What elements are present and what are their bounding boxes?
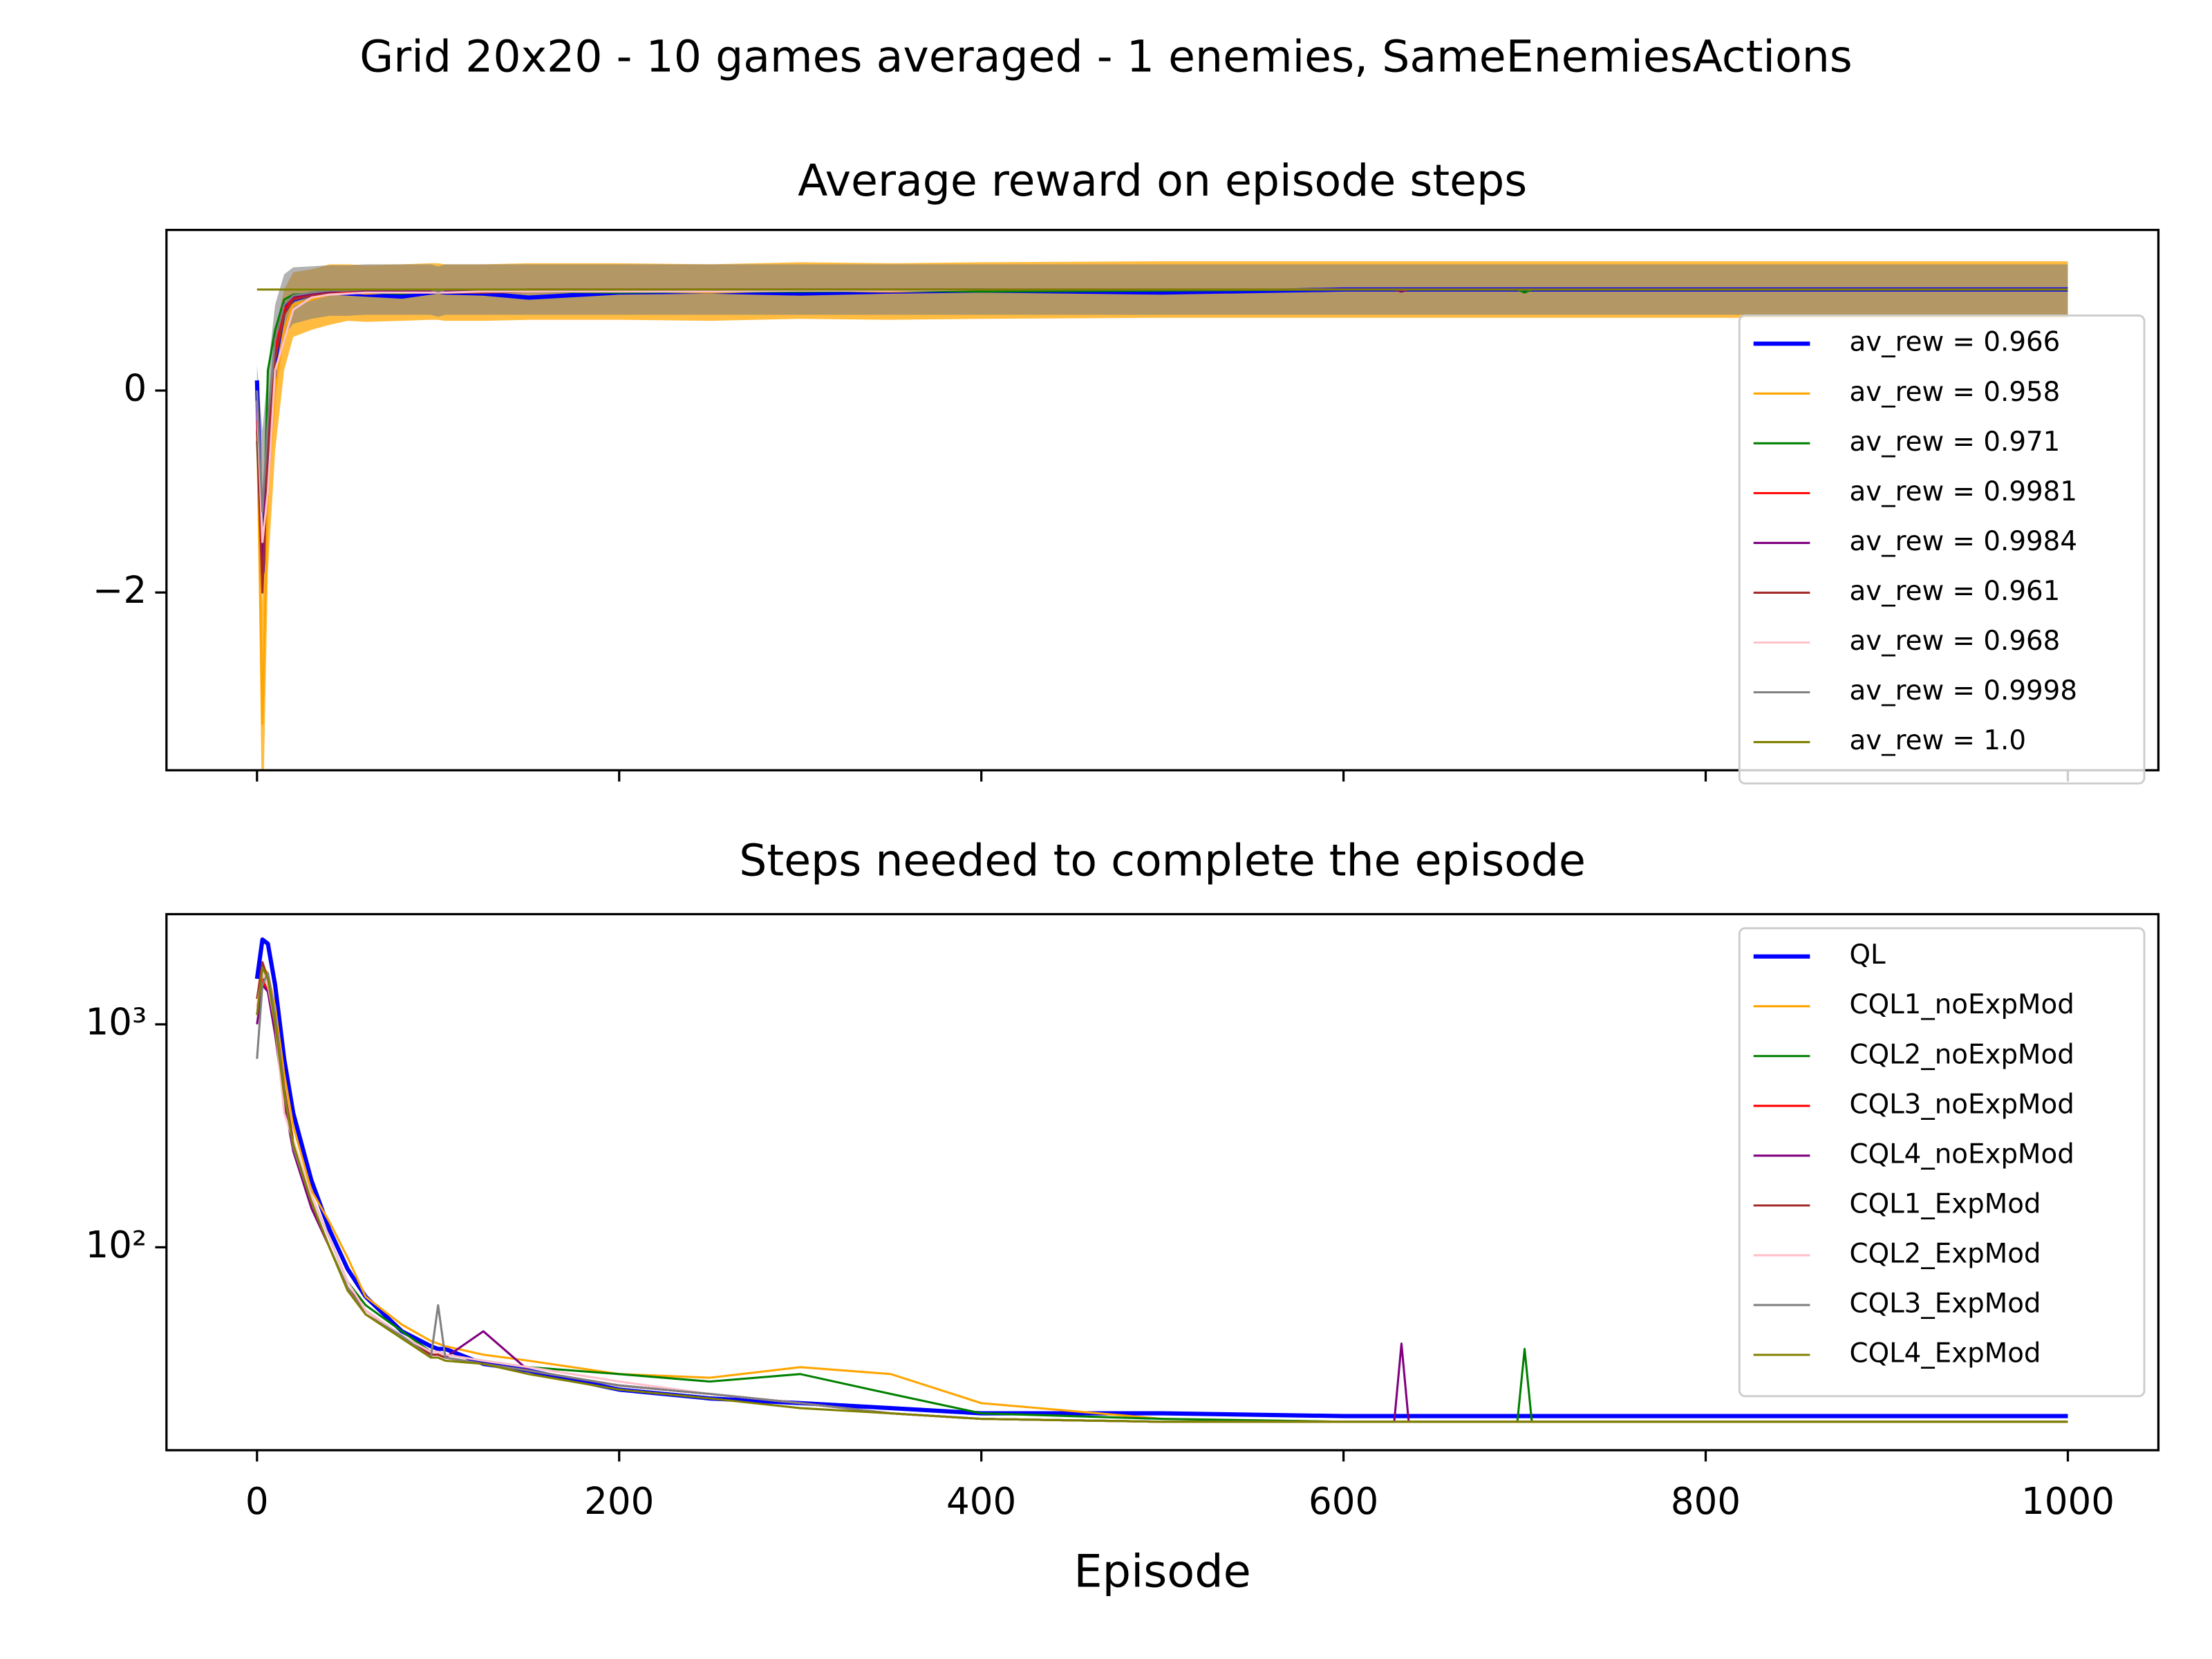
x-axis-label: Episode (1074, 1546, 1250, 1598)
y-tick-label: 0 (123, 367, 147, 410)
y-tick-label: 10³ (85, 1000, 147, 1043)
legend-box (1738, 927, 2146, 1398)
legend-label: av_rew = 0.966 (1850, 327, 2061, 358)
series-line (256, 966, 2068, 1423)
axes-title: Average reward on episode steps (798, 155, 1527, 206)
x-tick-label: 600 (1309, 1480, 1378, 1523)
y-tick-label: −2 (93, 569, 147, 612)
x-tick-label: 200 (584, 1480, 654, 1523)
x-tick-label: 1000 (2021, 1480, 2115, 1523)
legend-label: CQL3_ExpMod (1850, 1288, 2041, 1319)
x-tick-label: 400 (946, 1480, 1016, 1523)
legend-label: CQL4_noExpMod (1850, 1138, 2074, 1170)
x-tick-label: 800 (1671, 1480, 1741, 1523)
legend-label: CQL4_ExpMod (1850, 1338, 2041, 1369)
legend-label: av_rew = 0.9998 (1850, 675, 2077, 706)
figure-title: Grid 20x20 - 10 games averaged - 1 enemi… (359, 30, 1853, 82)
error-band (256, 264, 2068, 593)
axes-frame (165, 912, 2160, 1452)
legend-label: av_rew = 0.958 (1850, 377, 2061, 408)
y-tick-label: 10² (85, 1224, 147, 1266)
axes-title: Steps needed to complete the episode (739, 835, 1586, 886)
legend-label: CQL2_noExpMod (1850, 1039, 2074, 1070)
legend-label: QL (1850, 939, 1886, 971)
plot-area (254, 261, 2068, 771)
legend-label: av_rew = 0.968 (1850, 626, 2061, 657)
legend-label: CQL1_ExpMod (1850, 1188, 2041, 1219)
legend-label: av_rew = 0.9981 (1850, 476, 2077, 507)
legend-label: CQL2_ExpMod (1850, 1238, 2041, 1269)
plot-area (254, 937, 2068, 1423)
x-tick-label: 0 (245, 1480, 269, 1523)
legend-label: av_rew = 1.0 (1850, 725, 2026, 756)
legend-label: CQL1_noExpMod (1850, 989, 2074, 1020)
series-line (254, 937, 2068, 1418)
legend-box (1738, 314, 2146, 785)
axes-frame (165, 229, 2160, 771)
legend-label: av_rew = 0.961 (1850, 576, 2061, 607)
legend-label: CQL3_noExpMod (1850, 1089, 2074, 1120)
legend-label: av_rew = 0.971 (1850, 427, 2061, 458)
legend-label: av_rew = 0.9984 (1850, 526, 2077, 557)
